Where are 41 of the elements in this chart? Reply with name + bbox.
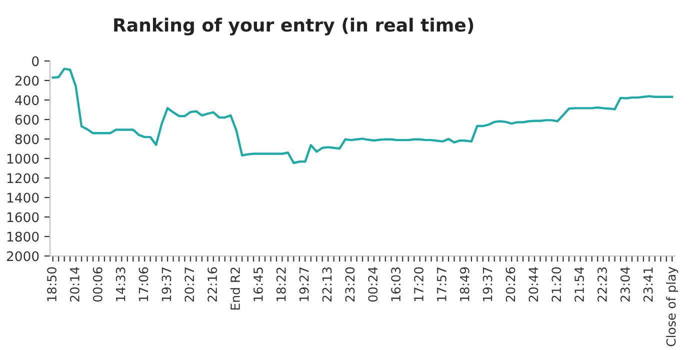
x-tick-label: 23:04 — [620, 267, 630, 302]
x-tick-label: 20:14 — [70, 267, 80, 302]
x-tick-label: 20:26 — [506, 267, 516, 302]
x-tick-label: 21:54 — [574, 267, 584, 302]
x-tick-label: 17:06 — [138, 267, 148, 302]
x-tick-label: 14:33 — [116, 267, 126, 302]
x-tick-label: 16:03 — [391, 267, 401, 302]
x-tick-label: 20:27 — [184, 267, 194, 302]
x-tick-label: 22:23 — [598, 267, 607, 302]
x-tick-label: 18:49 — [460, 267, 470, 302]
chart-title: Ranking of your entry (in real time) — [114, 18, 474, 36]
y-tick-label: 1800 — [7, 232, 39, 242]
x-tick-label: 23:41 — [643, 268, 653, 302]
x-tick-label: 17:57 — [437, 267, 446, 302]
y-tick-label: 400 — [15, 95, 39, 106]
x-tick-label: 22:13 — [322, 267, 332, 302]
y-tick-label: 1400 — [7, 192, 39, 203]
x-tick-label: 19:37 — [162, 267, 172, 302]
x-tick-label: 18:22 — [276, 268, 286, 302]
x-tick-label: 00:06 — [92, 267, 102, 302]
y-tick-label: 1000 — [7, 154, 39, 164]
x-tick-label: End R2 — [230, 268, 240, 310]
x-tick-label: 00:24 — [368, 267, 378, 302]
y-tick-label: 0 — [32, 56, 39, 66]
x-tick-label: 17:20 — [414, 267, 424, 302]
x-tick-label: 20:44 — [528, 267, 538, 302]
y-tick-label: 2000 — [6, 251, 39, 262]
y-tick-label: 1600 — [7, 212, 39, 222]
x-tick-label: 19:27 — [299, 267, 309, 302]
x-tick-label: Close of play — [666, 266, 678, 346]
y-tick-label: 1200 — [7, 173, 39, 184]
x-tick-label: 19:37 — [482, 267, 492, 302]
y-tick-label: 600 — [15, 114, 39, 125]
line-series — [52, 68, 674, 164]
x-tick-label: 21:20 — [552, 267, 562, 302]
x-tick-label: 18:50 — [47, 267, 56, 302]
x-tick-label: 16:45 — [253, 268, 263, 302]
x-tick-label: 22:16 — [208, 267, 218, 302]
y-tick-label: 200 — [15, 76, 39, 86]
x-tick-label: 23:20 — [345, 267, 355, 302]
y-tick-label: 800 — [15, 134, 39, 144]
